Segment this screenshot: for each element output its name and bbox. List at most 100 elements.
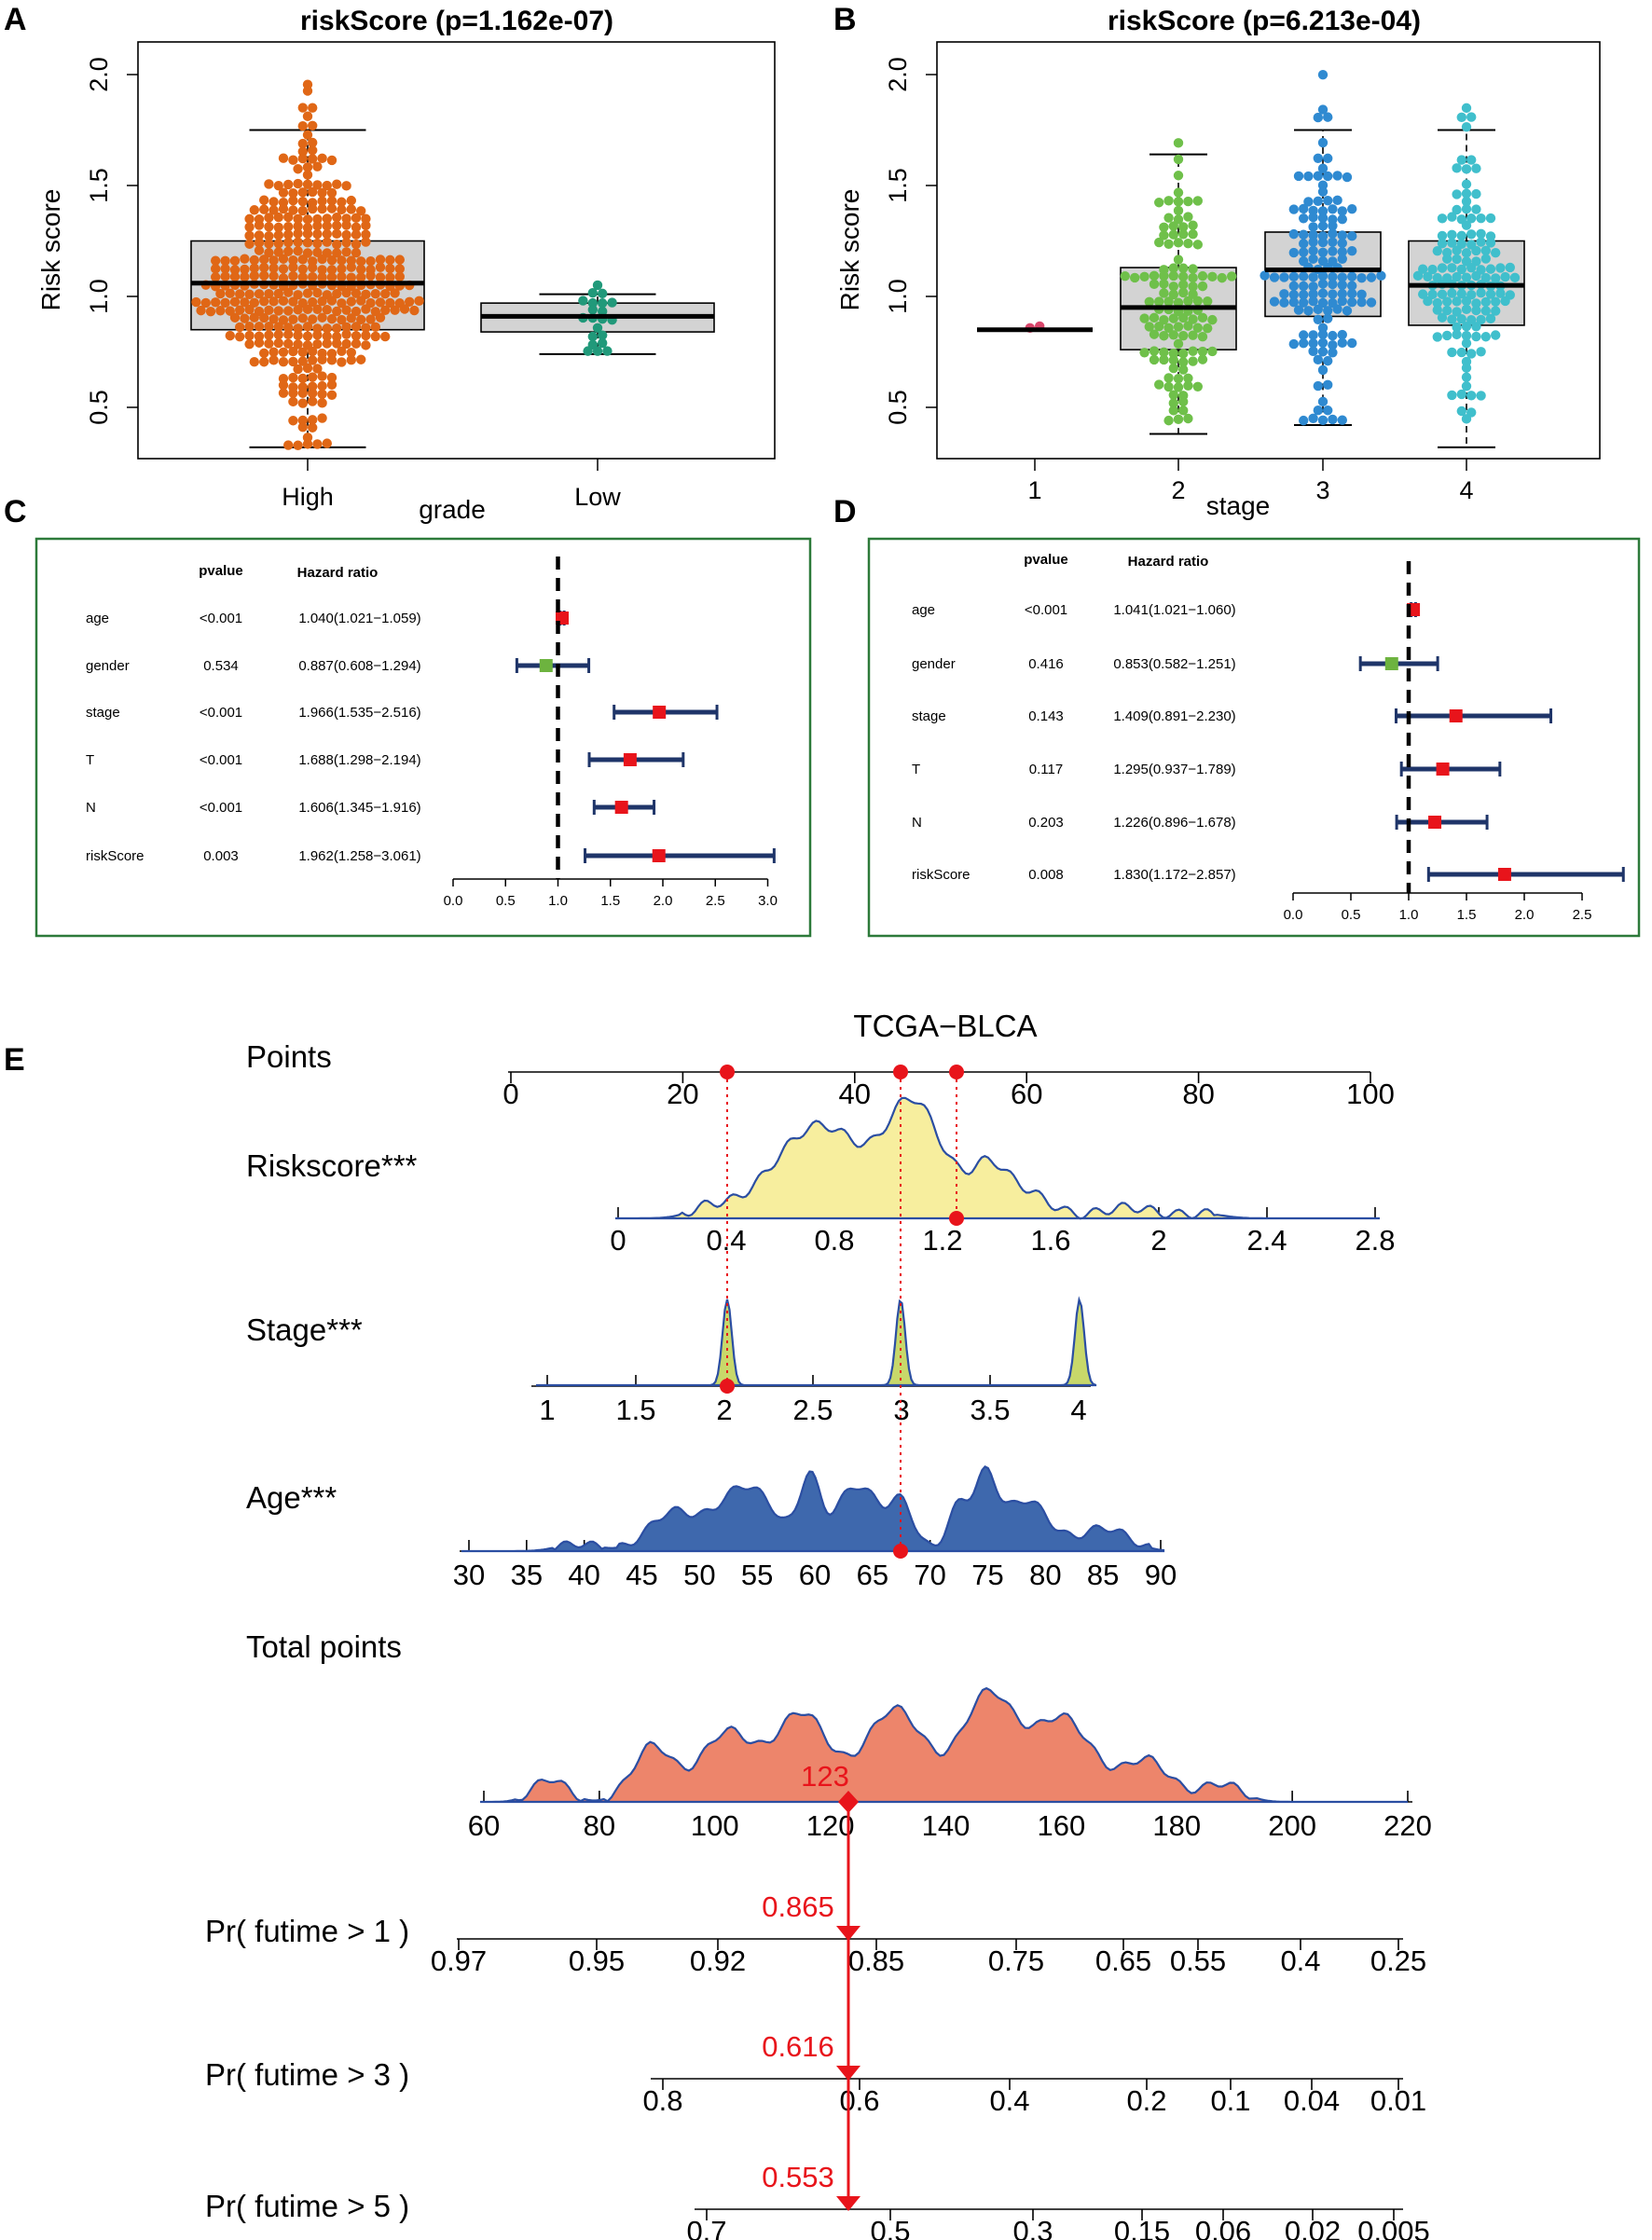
point-High (326, 390, 337, 401)
pr3-tick-label: 0.2 (1126, 2084, 1166, 2117)
point-Low (592, 323, 603, 334)
point-High (405, 296, 415, 308)
point-3 (1323, 171, 1333, 182)
point-High (312, 339, 323, 350)
point-High (322, 331, 332, 341)
point-3 (1347, 296, 1357, 308)
panel-letter-b: B (833, 2, 857, 37)
pr5-tick-label: 0.005 (1357, 2215, 1430, 2240)
point-3 (1299, 229, 1309, 240)
point-4 (1452, 254, 1462, 265)
point-2 (1163, 239, 1174, 249)
point-High (264, 239, 274, 249)
point-High (308, 346, 318, 357)
point-High (293, 364, 303, 375)
point-High (268, 255, 279, 266)
point-High (390, 305, 400, 315)
pr1-tick-label: 0.85 (848, 1945, 904, 1977)
point-2 (1197, 354, 1208, 364)
point-High (288, 396, 298, 407)
point-High (293, 440, 303, 450)
point-3 (1288, 338, 1300, 350)
point-4 (1495, 288, 1506, 298)
pr3-tick-label: 0.1 (1210, 2084, 1250, 2117)
point-2 (1188, 282, 1198, 292)
point-High (240, 254, 250, 264)
point-High (278, 388, 289, 398)
point-High (337, 271, 347, 282)
point-High (254, 238, 265, 248)
point-High (361, 213, 371, 224)
point-High (332, 338, 342, 349)
point-3 (1288, 297, 1300, 308)
point-High (312, 221, 323, 231)
point-High (346, 195, 356, 206)
forest-row-hr: 1.041(1.021−1.060) (1113, 602, 1235, 618)
age-tick-label: 50 (683, 1559, 715, 1591)
point-4 (1476, 314, 1486, 325)
pr1-tick-label: 0.25 (1370, 1945, 1426, 1977)
point-2 (1173, 205, 1184, 216)
panel-b-marks (977, 69, 1525, 448)
panel-c-marks: 0.0 0.5 1.0 1.5 2.0 2.5 3.0 (444, 557, 778, 909)
point-High (356, 272, 366, 282)
forest-row-name: T (912, 762, 920, 777)
point-High (278, 153, 289, 163)
point-High (317, 254, 327, 265)
point-4 (1452, 204, 1462, 215)
point-3 (1317, 288, 1328, 298)
point-2 (1120, 270, 1131, 282)
point-3 (1347, 245, 1357, 256)
forest-x-tick-label: 0.5 (496, 893, 516, 909)
point-High (332, 306, 342, 317)
b-ytick: 2.0 (884, 57, 912, 92)
point-High (380, 289, 391, 299)
point-High (365, 255, 376, 267)
point-3 (1279, 289, 1289, 299)
point-High (297, 187, 308, 198)
point-2 (1188, 330, 1198, 340)
point-High (312, 213, 323, 225)
b-xtick: 4 (1459, 476, 1473, 504)
point-2 (1149, 354, 1160, 365)
point-High (288, 356, 298, 367)
a-xtick-high: High (282, 483, 334, 511)
point-High (264, 330, 274, 340)
point-High (259, 348, 269, 359)
point-3 (1303, 197, 1314, 207)
pr5-marker (836, 2196, 860, 2211)
point-Low (598, 330, 608, 340)
stage-tick-label: 1.5 (615, 1394, 655, 1426)
point-High (361, 340, 371, 350)
point-High (365, 270, 376, 281)
point-2 (1173, 254, 1184, 265)
point-2 (1144, 296, 1155, 308)
point-3 (1337, 272, 1348, 282)
riskscore-tick-label: 0.8 (814, 1224, 854, 1257)
point-4 (1452, 296, 1462, 307)
point-High (380, 331, 391, 342)
point-4 (1471, 204, 1481, 214)
point-4 (1461, 363, 1472, 373)
point-High (283, 338, 294, 350)
point-2 (1144, 322, 1155, 332)
point-2 (1183, 238, 1193, 249)
point-4 (1471, 188, 1481, 199)
point-High (229, 271, 241, 282)
point-High (346, 313, 356, 323)
point-High (326, 295, 337, 306)
point-4 (1471, 270, 1481, 282)
point-3 (1308, 330, 1318, 340)
point-3 (1293, 305, 1304, 315)
point-4 (1471, 245, 1481, 256)
point-High (225, 288, 235, 298)
point-Low (607, 297, 617, 308)
stage-tick-label: 1 (539, 1394, 555, 1426)
point-2 (1183, 380, 1193, 391)
point-High (273, 322, 283, 332)
point-High (273, 247, 283, 257)
point-High (312, 161, 323, 172)
point-High (288, 187, 298, 199)
point-3 (1269, 296, 1280, 307)
point-High (312, 238, 323, 249)
